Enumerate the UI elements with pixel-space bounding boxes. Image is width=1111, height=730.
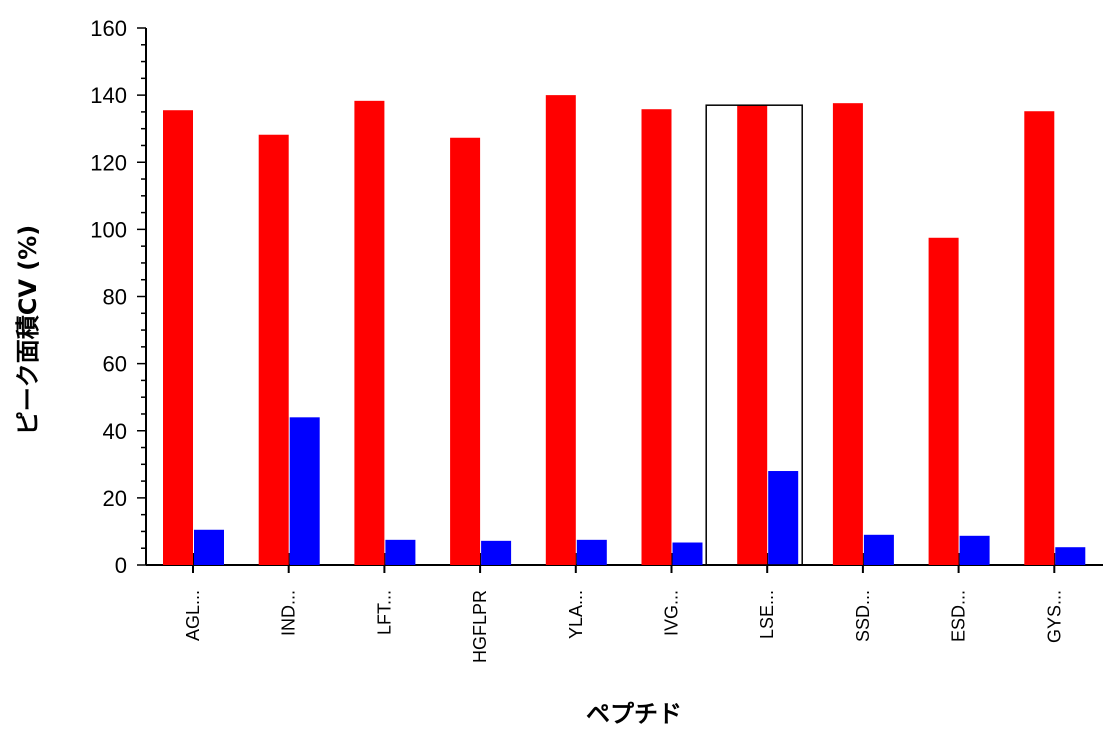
bar-series1[interactable]	[737, 105, 768, 565]
bar-series1[interactable]	[545, 95, 576, 565]
bar-series1[interactable]	[928, 237, 959, 565]
bar-series2[interactable]	[194, 529, 224, 565]
x-tick-label: YLA...	[566, 590, 586, 639]
bar-series2[interactable]	[385, 539, 416, 565]
selection-box	[705, 104, 803, 566]
y-tick-label: 80	[103, 285, 127, 310]
y-tick-label: 0	[115, 553, 127, 578]
y-tick-label: 100	[90, 217, 127, 242]
x-tick-label: IVG...	[662, 590, 682, 636]
x-tick-label: GYS...	[1044, 590, 1064, 643]
bar-series2[interactable]	[481, 540, 512, 565]
bar-series2[interactable]	[672, 542, 703, 565]
x-tick-label: LSE...	[757, 590, 777, 639]
bar-series1[interactable]	[258, 134, 289, 565]
x-tick-label: LFT...	[374, 590, 394, 635]
bar-series1[interactable]	[163, 110, 193, 566]
y-tick-label: 120	[90, 150, 127, 175]
bar-series2[interactable]	[1055, 547, 1086, 565]
y-axis-title: ピーク面積CV (%)	[14, 225, 42, 436]
bar-series1[interactable]	[1024, 111, 1055, 566]
y-axis: 0 20 40 60 80 100 120 140 160	[90, 16, 147, 578]
x-tick-label: AGL...	[183, 590, 203, 641]
bar-series2[interactable]	[768, 471, 799, 565]
y-tick-label: 40	[103, 419, 127, 444]
bar-series1[interactable]	[450, 137, 481, 565]
bar-series2[interactable]	[289, 417, 320, 565]
y-tick-label: 140	[90, 83, 127, 108]
bar-series2[interactable]	[863, 534, 894, 565]
y-tick-label: 20	[103, 486, 127, 511]
x-tick-label: ESD...	[949, 590, 969, 642]
x-axis: AGL... IND... LFT... HGFLPR YLA... IVG... LSE.…	[146, 553, 1103, 663]
bar-series1[interactable]	[641, 109, 672, 565]
x-axis-title: ペプチド	[586, 700, 682, 728]
bar-series2[interactable]	[959, 535, 990, 565]
bar-series1[interactable]	[832, 103, 863, 566]
bars	[163, 95, 1086, 566]
y-tick-label: 160	[90, 16, 127, 41]
bar-series1[interactable]	[354, 100, 385, 565]
x-tick-label: IND...	[279, 590, 299, 636]
x-tick-label: HGFLPR	[470, 590, 490, 663]
x-tick-label: SSD...	[853, 590, 873, 642]
y-tick-label: 60	[103, 352, 127, 377]
bar-series2[interactable]	[576, 539, 607, 565]
